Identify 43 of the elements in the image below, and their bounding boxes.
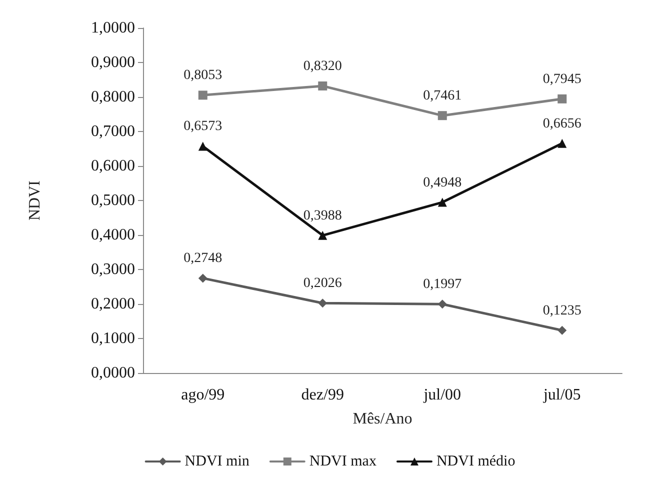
y-tick-label: 0,7000 — [91, 123, 135, 140]
data-label: 0,6573 — [184, 119, 222, 134]
y-tick-label: 0,0000 — [91, 364, 135, 382]
legend-label: NDVI min — [184, 454, 250, 470]
point — [318, 81, 328, 90]
point — [318, 230, 328, 240]
data-label: 0,7461 — [423, 88, 462, 104]
data-label: 0,1235 — [542, 303, 582, 318]
legend-label: NDVI max — [309, 454, 377, 470]
data-label: 0,8320 — [303, 58, 342, 74]
data-label: 0,8053 — [184, 68, 222, 84]
y-tick-label: 1,0000 — [91, 20, 135, 36]
point — [198, 274, 208, 283]
y-tick-label: 0,6000 — [91, 158, 135, 174]
data-label: 0,7945 — [542, 72, 582, 87]
point — [198, 90, 208, 100]
point — [438, 111, 447, 120]
y-tick-label: 0,4000 — [91, 226, 135, 244]
data-label: 0,2026 — [303, 276, 342, 292]
x-tick-label: jul/05 — [542, 386, 581, 404]
x-tick-label: dez/99 — [301, 386, 344, 404]
y-tick-label: 0,3000 — [91, 261, 135, 278]
y-axis-title: NDVI — [26, 180, 44, 220]
data-label: 0,1997 — [423, 277, 462, 292]
y-tick-label: 0,2000 — [91, 296, 135, 312]
data-label: 0,6656 — [542, 116, 582, 132]
data-label: 0,4948 — [423, 175, 462, 190]
point — [198, 142, 208, 151]
y-tick-label: 0,9000 — [91, 54, 135, 71]
point — [558, 326, 567, 335]
x-tick-label: ago/99 — [181, 386, 225, 404]
point — [558, 138, 567, 148]
x-tick-label: jul/00 — [422, 386, 462, 404]
y-tick-label: 0,5000 — [91, 192, 135, 209]
data-label: 0,3988 — [303, 208, 342, 224]
x-axis-title: Mês/Ano — [352, 410, 412, 428]
y-tick-label: 0,8000 — [91, 88, 135, 106]
point — [438, 198, 447, 207]
point — [558, 94, 567, 104]
y-tick-label: 0,1000 — [91, 330, 135, 347]
data-label: 0,2748 — [184, 251, 222, 266]
point — [438, 300, 447, 309]
legend-label: NDVI médio — [436, 454, 516, 470]
